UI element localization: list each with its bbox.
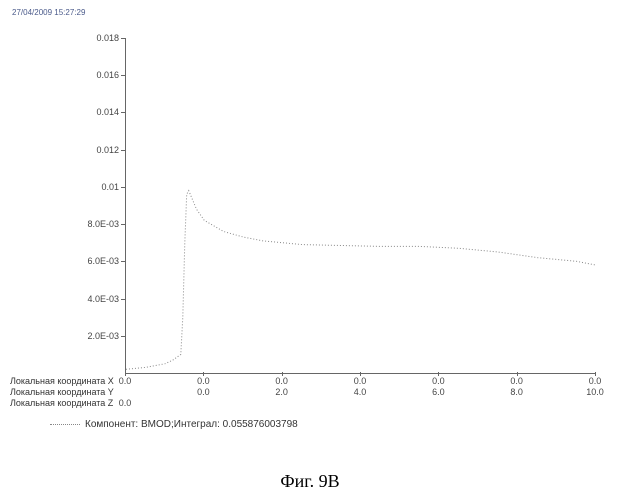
y-tick-label: 8.0E-03	[69, 219, 119, 229]
series-line	[126, 191, 596, 370]
y-tick-label: 0.016	[69, 70, 119, 80]
x-tick-label: 0.0	[183, 387, 223, 397]
x-tick-label: 2.0	[262, 387, 302, 397]
x-tick-label: 0.0	[105, 398, 145, 408]
chart-svg	[126, 38, 596, 373]
x-tick-label: 0.0	[262, 376, 302, 386]
x-tick-label: 0.0	[418, 376, 458, 386]
y-tick-label: 4.0E-03	[69, 294, 119, 304]
figure-caption: Фиг. 9B	[0, 471, 620, 492]
y-tick-label: 2.0E-03	[69, 331, 119, 341]
x-tick-label: 8.0	[497, 387, 537, 397]
y-tick-label: 6.0E-03	[69, 256, 119, 266]
legend-label: Компонент: BMOD;Интеграл: 0.055876003798	[85, 419, 298, 430]
x-row-label: Локальная координата Y	[10, 387, 114, 397]
y-tick-label: 0.012	[69, 145, 119, 155]
x-tick-label: 0.0	[183, 376, 223, 386]
y-tick-label: 0.018	[69, 33, 119, 43]
x-tick-label: 4.0	[340, 387, 380, 397]
x-tick-label: 0.0	[105, 376, 145, 386]
x-tick-label: 6.0	[418, 387, 458, 397]
timestamp-label: 27/04/2009 15:27:29	[12, 8, 85, 17]
x-tick-label: 10.0	[575, 387, 615, 397]
y-tick-label: 0.014	[69, 107, 119, 117]
legend-swatch	[50, 424, 80, 425]
x-tick-label: 0.0	[497, 376, 537, 386]
y-tick-label: 0.01	[69, 182, 119, 192]
plot-area	[125, 38, 596, 374]
x-tick-label: 0.0	[340, 376, 380, 386]
x-row-label: Локальная координата X	[10, 376, 114, 386]
x-tick-label: 0.0	[575, 376, 615, 386]
legend: Компонент: BMOD;Интеграл: 0.055876003798	[50, 419, 298, 430]
x-row-label: Локальная координата Z	[10, 398, 113, 408]
